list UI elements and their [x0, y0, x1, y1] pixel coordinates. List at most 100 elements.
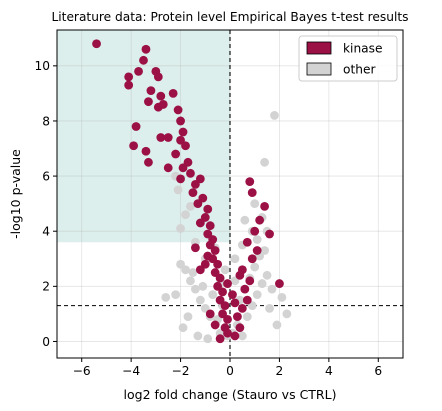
point-other — [257, 279, 267, 288]
x-tick-label: 6 — [374, 364, 382, 378]
point-kinase — [129, 141, 139, 151]
point-other — [183, 312, 193, 322]
point-kinase — [242, 237, 252, 247]
point-kinase — [195, 174, 205, 184]
point-kinase — [245, 177, 255, 186]
point-other — [237, 331, 247, 341]
series-kinase — [92, 39, 284, 344]
point-kinase — [178, 163, 188, 173]
y-tick-label: 0 — [42, 335, 50, 349]
point-other — [176, 224, 185, 233]
point-kinase — [188, 188, 198, 198]
y-tick-label: 6 — [42, 169, 50, 183]
point-kinase — [220, 301, 230, 311]
point-other — [250, 262, 260, 272]
point-kinase — [131, 122, 141, 131]
point-kinase — [230, 298, 240, 308]
y-axis-label: -log10 p-value — [8, 149, 23, 239]
point-kinase — [213, 259, 223, 269]
legend-label-kinase: kinase — [343, 42, 383, 56]
point-other — [188, 268, 198, 277]
point-kinase — [156, 91, 166, 101]
point-other — [260, 246, 269, 255]
x-tick-label: −6 — [73, 364, 91, 378]
point-other — [208, 290, 218, 300]
x-axis: −6 −4 −2 0 2 4 6 — [73, 358, 382, 378]
point-kinase — [242, 295, 252, 305]
point-kinase — [265, 229, 274, 239]
point-other — [250, 199, 260, 209]
point-other — [191, 284, 200, 294]
point-kinase — [146, 86, 156, 96]
point-kinase — [203, 204, 213, 214]
point-kinase — [163, 163, 173, 173]
chart-title: Literature data: Protein level Empirical… — [51, 10, 408, 24]
point-other — [176, 259, 185, 269]
legend-label-other: other — [343, 63, 376, 77]
point-other — [171, 290, 181, 300]
point-other — [282, 309, 292, 319]
point-kinase — [210, 246, 220, 255]
point-kinase — [139, 55, 148, 65]
point-other — [270, 111, 279, 120]
legend-swatch-other — [306, 62, 332, 76]
point-kinase — [168, 88, 178, 98]
y-tick-label: 2 — [42, 280, 50, 294]
point-kinase — [163, 133, 173, 142]
point-other — [277, 292, 287, 302]
point-kinase — [237, 303, 247, 313]
legend-swatch-kinase — [306, 41, 332, 55]
point-kinase — [92, 39, 101, 49]
point-kinase — [215, 334, 225, 344]
point-other — [240, 215, 250, 225]
x-tick-label: −4 — [122, 364, 140, 378]
point-other — [203, 334, 213, 344]
plot-area — [56, 29, 404, 359]
point-kinase — [141, 44, 151, 54]
point-kinase — [178, 127, 188, 137]
point-other — [173, 185, 183, 195]
point-kinase — [144, 97, 153, 107]
point-kinase — [191, 243, 200, 253]
point-kinase — [223, 315, 232, 324]
point-kinase — [141, 146, 151, 156]
y-tick-label: 4 — [42, 225, 50, 239]
point-kinase — [176, 174, 185, 184]
x-axis-label: log2 fold change (Stauro vs CTRL) — [124, 387, 337, 402]
point-kinase — [195, 218, 205, 228]
point-kinase — [235, 323, 245, 333]
point-other — [195, 295, 205, 305]
point-other — [272, 320, 282, 330]
point-kinase — [156, 133, 166, 142]
point-other — [186, 276, 195, 286]
point-kinase — [205, 309, 215, 319]
point-kinase — [171, 149, 181, 159]
point-kinase — [247, 254, 257, 264]
point-other — [267, 284, 277, 294]
point-other — [260, 157, 269, 167]
point-kinase — [153, 72, 163, 82]
point-kinase — [235, 270, 245, 280]
point-kinase — [230, 331, 240, 341]
point-kinase — [223, 328, 232, 338]
point-kinase — [195, 265, 205, 275]
point-kinase — [205, 221, 215, 231]
point-kinase — [215, 273, 225, 283]
point-other — [193, 331, 203, 341]
point-kinase — [203, 251, 213, 261]
point-kinase — [250, 226, 260, 236]
point-kinase — [210, 320, 220, 330]
y-tick-label: 10 — [34, 59, 50, 73]
grid — [57, 30, 403, 358]
point-other — [220, 265, 230, 275]
highlight-region — [57, 30, 230, 243]
point-other — [252, 235, 262, 244]
point-kinase — [245, 276, 255, 286]
point-kinase — [260, 202, 269, 211]
point-other — [265, 303, 274, 313]
point-kinase — [240, 284, 250, 294]
legend: kinase other — [298, 35, 398, 82]
point-kinase — [176, 116, 185, 126]
point-other — [161, 292, 171, 302]
